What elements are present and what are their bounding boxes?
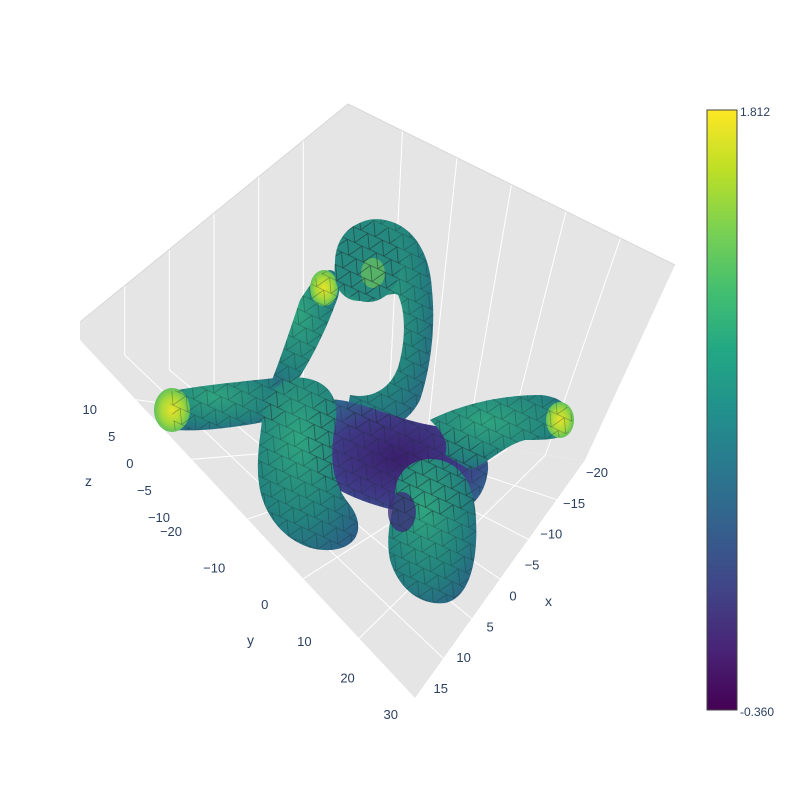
- x-axis-tick-label: 15: [434, 681, 448, 696]
- colorbar-max-label: 1.812: [740, 105, 770, 119]
- y-axis-title: y: [247, 632, 254, 648]
- z-axis-tick-label: 5: [108, 429, 115, 444]
- z-axis-tick-label: 0: [126, 456, 133, 471]
- z-axis-title: z: [85, 473, 92, 489]
- y-axis-tick-label: 10: [297, 634, 311, 649]
- colorbar-gradient: [707, 110, 737, 710]
- z-axis-tick-label: −10: [148, 510, 170, 525]
- z-axis-tick-label: 10: [83, 402, 97, 417]
- x-axis-tick-label: 5: [486, 619, 493, 634]
- y-axis-tick-label: 20: [340, 670, 354, 685]
- y-axis-tick-label: −10: [203, 561, 225, 576]
- x-axis-title: x: [545, 593, 552, 609]
- z-axis-tick-label: −5: [137, 483, 152, 498]
- x-axis-tick-label: −15: [563, 496, 585, 511]
- y-axis-tick-label: 30: [384, 707, 398, 722]
- colorbar[interactable]: 1.812 -0.360: [707, 105, 774, 719]
- y-axis-tick-label: 0: [261, 597, 268, 612]
- y-axis-tick-label: −20: [160, 524, 182, 539]
- x-axis-tick-label: 0: [509, 588, 516, 603]
- colorbar-min-label: -0.360: [740, 705, 774, 719]
- x-axis-tick-label: −20: [586, 465, 608, 480]
- x-axis-tick-label: 10: [456, 650, 470, 665]
- x-axis-tick-label: −5: [525, 558, 540, 573]
- x-axis-tick-label: −10: [540, 527, 562, 542]
